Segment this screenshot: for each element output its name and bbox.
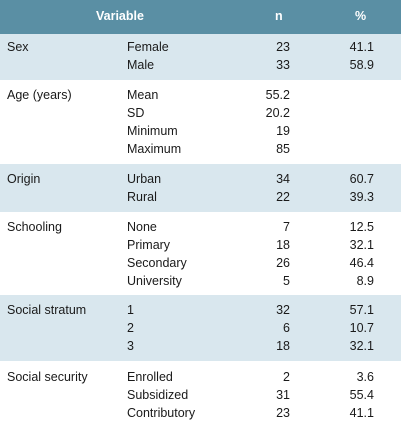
table-row: Subsidized 31 55.4 (0, 388, 401, 406)
table-row: None 7 12.5 (0, 220, 401, 238)
row-percent: 12.5 (349, 220, 374, 234)
row-n: 26 (276, 256, 290, 270)
group-label: Social security (7, 370, 88, 384)
row-label: Rural (127, 190, 157, 204)
row-n: 5 (283, 274, 290, 288)
row-percent: 58.9 (349, 58, 374, 72)
table-row: 1 32 57.1 (0, 303, 401, 321)
row-n: 31 (276, 388, 290, 402)
table-row: Secondary 26 46.4 (0, 256, 401, 274)
row-percent: 55.4 (349, 388, 374, 402)
header-n: n (275, 9, 283, 23)
table-row: University 5 8.9 (0, 274, 401, 292)
row-percent: 60.7 (349, 172, 374, 186)
row-label: Female (127, 40, 169, 54)
row-label: Contributory (127, 406, 196, 420)
row-n: 20.2 (265, 106, 290, 120)
row-label: 1 (127, 303, 134, 317)
group-social-security: Social security Enrolled 2 3.6 Subsidize… (0, 361, 401, 428)
row-label: 2 (127, 321, 134, 335)
table-row: Maximum 85 (0, 142, 401, 160)
row-percent: 46.4 (349, 256, 374, 270)
row-n: 85 (276, 142, 290, 156)
row-percent: 32.1 (349, 238, 374, 252)
group-label: Sex (7, 40, 29, 54)
row-n: 34 (276, 172, 290, 186)
row-n: 32 (276, 303, 290, 317)
table-header: Variable n % (0, 0, 401, 34)
row-label: Primary (127, 238, 171, 252)
header-variable: Variable (96, 9, 144, 23)
row-percent: 41.1 (349, 40, 374, 54)
row-label: None (127, 220, 157, 234)
row-n: 6 (283, 321, 290, 335)
group-label: Origin (7, 172, 41, 186)
row-n: 23 (276, 40, 290, 54)
row-label: Secondary (127, 256, 187, 270)
row-label: Male (127, 58, 155, 72)
group-label: Schooling (7, 220, 62, 234)
table-row: Enrolled 2 3.6 (0, 370, 401, 388)
table-row: 2 6 10.7 (0, 321, 401, 339)
row-label: University (127, 274, 182, 288)
row-label: Minimum (127, 124, 178, 138)
table-row: Rural 22 39.3 (0, 190, 401, 208)
row-n: 7 (283, 220, 290, 234)
row-n: 23 (276, 406, 290, 420)
table-row: Primary 18 32.1 (0, 238, 401, 256)
table-row: Mean 55.2 (0, 88, 401, 106)
row-label: Mean (127, 88, 159, 102)
row-percent: 10.7 (349, 321, 374, 335)
row-percent: 41.1 (349, 406, 374, 420)
table-row: 3 18 32.1 (0, 339, 401, 357)
row-percent: 39.3 (349, 190, 374, 204)
row-n: 2 (283, 370, 290, 384)
table-row: SD 20.2 (0, 106, 401, 124)
row-percent: 8.9 (356, 274, 374, 288)
row-n: 33 (276, 58, 290, 72)
table-row: Minimum 19 (0, 124, 401, 142)
row-label: Urban (127, 172, 162, 186)
group-social-stratum: Social stratum 1 32 57.1 2 6 10.7 3 18 3… (0, 295, 401, 361)
group-age: Age (years) Mean 55.2 SD 20.2 Minimum 19… (0, 80, 401, 164)
group-schooling: Schooling None 7 12.5 Primary 18 32.1 Se… (0, 212, 401, 295)
row-label: Maximum (127, 142, 182, 156)
table-row: Urban 34 60.7 (0, 172, 401, 190)
row-label: 3 (127, 339, 134, 353)
row-n: 18 (276, 238, 290, 252)
group-origin: Origin Urban 34 60.7 Rural 22 39.3 (0, 164, 401, 212)
table-row: Contributory 23 41.1 (0, 406, 401, 424)
row-label: Enrolled (127, 370, 173, 384)
table-row: Female 23 41.1 (0, 40, 401, 58)
table-row: Male 33 58.9 (0, 58, 401, 76)
row-percent: 3.6 (356, 370, 374, 384)
row-percent: 57.1 (349, 303, 374, 317)
group-label: Age (years) (7, 88, 72, 102)
group-sex: Sex Female 23 41.1 Male 33 58.9 (0, 34, 401, 80)
row-n: 18 (276, 339, 290, 353)
group-label: Social stratum (7, 303, 87, 317)
row-percent: 32.1 (349, 339, 374, 353)
row-n: 55.2 (265, 88, 290, 102)
row-n: 22 (276, 190, 290, 204)
row-label: Subsidized (127, 388, 189, 402)
row-n: 19 (276, 124, 290, 138)
header-percent: % (355, 9, 367, 23)
row-label: SD (127, 106, 145, 120)
